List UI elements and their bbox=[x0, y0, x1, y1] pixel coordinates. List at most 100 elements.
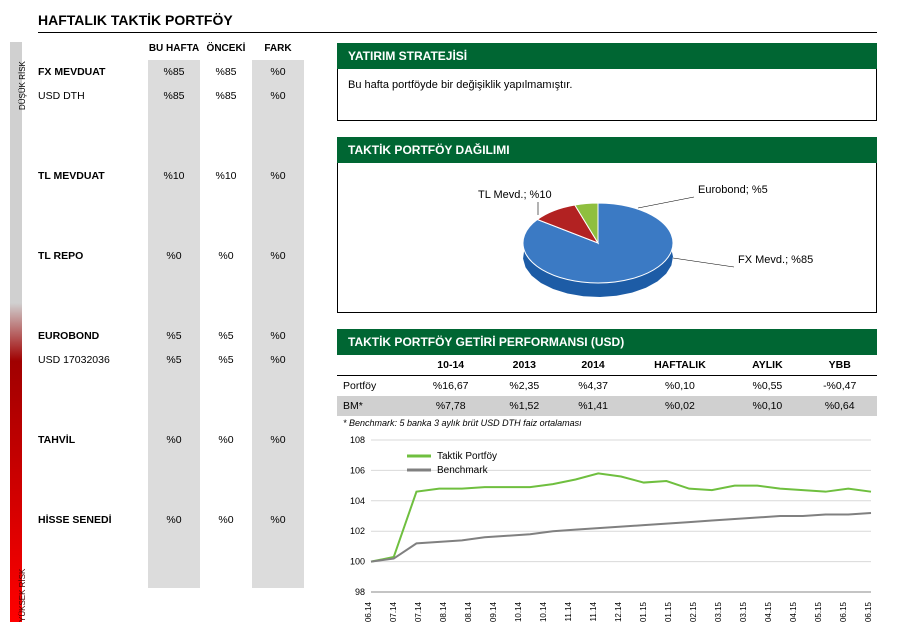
allocation-this: %0 bbox=[148, 250, 200, 262]
allocation-prev: %10 bbox=[200, 170, 252, 182]
allocation-label: HİSSE SENEDİ bbox=[38, 514, 148, 526]
allocation-prev: %85 bbox=[200, 66, 252, 78]
allocation-this: %0 bbox=[148, 514, 200, 526]
perf-table: 10-1420132014HAFTALIKAYLIKYBBPortföy%16,… bbox=[337, 355, 877, 416]
allocation-row: TAHVİL%0%0%0 bbox=[38, 428, 325, 452]
svg-text:08.14: 08.14 bbox=[464, 601, 473, 622]
col-prev: ÖNCEKİ bbox=[200, 43, 252, 54]
svg-text:108: 108 bbox=[350, 435, 365, 445]
svg-text:07.14: 07.14 bbox=[389, 601, 398, 622]
risk-gradient-bar bbox=[10, 42, 22, 622]
perf-cell: %16,67 bbox=[412, 376, 490, 397]
allocation-this: %85 bbox=[148, 90, 200, 102]
allocation-diff: %0 bbox=[252, 170, 304, 182]
col-this-week: BU HAFTA bbox=[148, 43, 200, 54]
allocation-this: %0 bbox=[148, 434, 200, 446]
svg-text:02.15: 02.15 bbox=[689, 601, 698, 622]
svg-text:10.14: 10.14 bbox=[539, 601, 548, 622]
svg-text:07.14: 07.14 bbox=[414, 601, 423, 622]
perf-col-header: HAFTALIK bbox=[627, 355, 732, 376]
svg-text:106: 106 bbox=[350, 465, 365, 475]
allocation-diff: %0 bbox=[252, 330, 304, 342]
perf-cell: %0,10 bbox=[627, 376, 732, 397]
perf-cell: -%0,47 bbox=[802, 376, 877, 397]
allocation-diff: %0 bbox=[252, 250, 304, 262]
allocation-label: TAHVİL bbox=[38, 434, 148, 446]
chart-series bbox=[371, 513, 871, 562]
allocation-label: EUROBOND bbox=[38, 330, 148, 342]
perf-cell: %0,10 bbox=[732, 396, 802, 416]
allocation-row: USD 17032036%5%5%0 bbox=[38, 348, 325, 372]
svg-text:06.15: 06.15 bbox=[839, 601, 848, 622]
perf-chart-frame: 98 100 102 104 106 108 06.14 07.14 07.14 08.14 08.… bbox=[337, 434, 877, 634]
perf-row-label: Portföy bbox=[337, 376, 412, 397]
risk-label-high: YÜKSEK RİSK bbox=[18, 569, 27, 622]
chart-legend-label: Taktik Portföy bbox=[437, 451, 497, 462]
svg-text:04.15: 04.15 bbox=[789, 601, 798, 622]
perf-footnote: * Benchmark: 5 banka 3 aylık brüt USD DT… bbox=[337, 416, 877, 430]
allocation-row: TL MEVDUAT%10%10%0 bbox=[38, 164, 325, 188]
perf-cell: %1,52 bbox=[490, 396, 559, 416]
perf-cell: %4,37 bbox=[559, 376, 628, 397]
svg-text:06.14: 06.14 bbox=[364, 601, 373, 622]
pie-slice-label: Eurobond; %5 bbox=[698, 184, 768, 196]
allocation-row: EUROBOND%5%5%0 bbox=[38, 324, 325, 348]
svg-text:01.15: 01.15 bbox=[664, 601, 673, 622]
allocation-label: TL MEVDUAT bbox=[38, 170, 148, 182]
strategy-title: YATIRIM STRATEJİSİ bbox=[337, 43, 877, 69]
pie-chart: TL Mevd.; %10Eurobond; %5FX Mevd.; %85 bbox=[338, 163, 876, 313]
allocation-row: FX MEVDUAT%85%85%0 bbox=[38, 60, 325, 84]
pie-slice-label: TL Mevd.; %10 bbox=[478, 189, 552, 201]
allocation-diff: %0 bbox=[252, 354, 304, 366]
svg-text:09.14: 09.14 bbox=[489, 601, 498, 622]
title-divider bbox=[38, 32, 877, 33]
allocation-this: %85 bbox=[148, 66, 200, 78]
page-title: HAFTALIK TAKTİK PORTFÖY bbox=[38, 12, 877, 28]
perf-col-header: 2014 bbox=[559, 355, 628, 376]
svg-text:01.15: 01.15 bbox=[639, 601, 648, 622]
perf-cell: %0,02 bbox=[627, 396, 732, 416]
strategy-body: Bu hafta portföyde bir değişiklik yapılm… bbox=[337, 69, 877, 121]
allocation-diff: %0 bbox=[252, 66, 304, 78]
perf-cell: %7,78 bbox=[412, 396, 490, 416]
allocation-body: FX MEVDUAT%85%85%0USD DTH%85%85%0TL MEVD… bbox=[38, 60, 325, 588]
allocation-prev: %5 bbox=[200, 354, 252, 366]
allocation-label: USD DTH bbox=[38, 90, 148, 102]
allocation-row: USD DTH%85%85%0 bbox=[38, 84, 325, 108]
svg-text:11.14: 11.14 bbox=[589, 601, 598, 621]
risk-label-low: DÜŞÜK RİSK bbox=[18, 61, 27, 110]
perf-cell: %2,35 bbox=[490, 376, 559, 397]
allocation-prev: %0 bbox=[200, 514, 252, 526]
perf-col-header bbox=[337, 355, 412, 376]
perf-cell: %0,55 bbox=[732, 376, 802, 397]
allocation-row: TL REPO%0%0%0 bbox=[38, 244, 325, 268]
svg-text:05.15: 05.15 bbox=[814, 601, 823, 622]
allocation-prev: %85 bbox=[200, 90, 252, 102]
svg-text:102: 102 bbox=[350, 526, 365, 536]
allocation-row: HİSSE SENEDİ%0%0%0 bbox=[38, 508, 325, 532]
perf-box: TAKTİK PORTFÖY GETİRİ PERFORMANSI (USD) … bbox=[337, 329, 877, 430]
svg-text:08.14: 08.14 bbox=[439, 601, 448, 622]
allocation-label: TL REPO bbox=[38, 250, 148, 262]
allocation-panel: BU HAFTA ÖNCEKİ FARK FX MEVDUAT%85%85%0U… bbox=[38, 43, 325, 634]
svg-text:04.15: 04.15 bbox=[764, 601, 773, 622]
svg-text:100: 100 bbox=[350, 557, 365, 567]
perf-col-header: AYLIK bbox=[732, 355, 802, 376]
allocation-diff: %0 bbox=[252, 434, 304, 446]
svg-text:98: 98 bbox=[355, 587, 365, 597]
strategy-box: YATIRIM STRATEJİSİ Bu hafta portföyde bi… bbox=[337, 43, 877, 121]
pie-box: TAKTİK PORTFÖY DAĞILIMI TL Mevd.; %10 Eur… bbox=[337, 137, 877, 313]
perf-title: TAKTİK PORTFÖY GETİRİ PERFORMANSI (USD) bbox=[337, 329, 877, 355]
perf-line-chart: 98 100 102 104 106 108 06.14 07.14 07.14 08.14 08.… bbox=[337, 434, 877, 634]
perf-row-label: BM* bbox=[337, 396, 412, 416]
allocation-prev: %0 bbox=[200, 434, 252, 446]
allocation-this: %5 bbox=[148, 354, 200, 366]
perf-col-header: 10-14 bbox=[412, 355, 490, 376]
perf-cell: %0,64 bbox=[802, 396, 877, 416]
svg-text:10.14: 10.14 bbox=[514, 601, 523, 622]
pie-title: TAKTİK PORTFÖY DAĞILIMI bbox=[337, 137, 877, 163]
perf-col-header: 2013 bbox=[490, 355, 559, 376]
svg-text:104: 104 bbox=[350, 496, 365, 506]
allocation-diff: %0 bbox=[252, 90, 304, 102]
svg-text:03.15: 03.15 bbox=[739, 601, 748, 622]
